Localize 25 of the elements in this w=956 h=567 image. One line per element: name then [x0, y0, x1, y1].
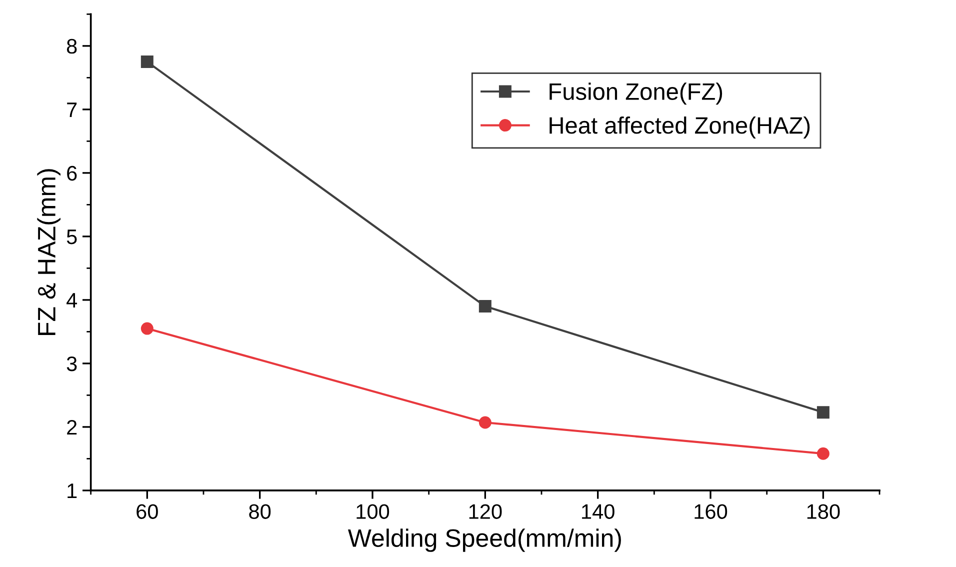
point — [816, 447, 830, 460]
y-tick-label: 1 — [68, 484, 77, 498]
point — [816, 406, 830, 419]
x-axis-title: Welding Speed(mm/min) — [348, 528, 621, 552]
y-tick-label: 8 — [66, 38, 77, 54]
legend-label: Heat affected Zone(HAZ) — [550, 116, 810, 138]
x-tick-label: 140 — [582, 504, 614, 519]
point — [140, 56, 154, 68]
x-tick-label: 120 — [469, 504, 502, 519]
y-axis-title: FZ & HAZ(mm) — [37, 169, 60, 335]
y-tick-label: 6 — [67, 166, 77, 181]
x-tick-label: 100 — [356, 504, 390, 519]
y-tick-label: 4 — [66, 293, 78, 308]
point — [478, 416, 492, 429]
legend-label: Fusion Zone(FZ) — [550, 82, 722, 105]
x-tick-label: 60 — [136, 504, 158, 519]
point — [478, 300, 492, 313]
y-tick-label: 2 — [67, 420, 77, 434]
y-tick-label: 3 — [66, 356, 77, 372]
x-tick-label: 180 — [807, 504, 840, 519]
x-tick-label: 160 — [694, 504, 728, 519]
y-tick-label: 7 — [67, 102, 77, 117]
y-tick-label: 5 — [66, 230, 77, 244]
x-tick-label: 80 — [249, 504, 271, 519]
point — [140, 322, 154, 335]
